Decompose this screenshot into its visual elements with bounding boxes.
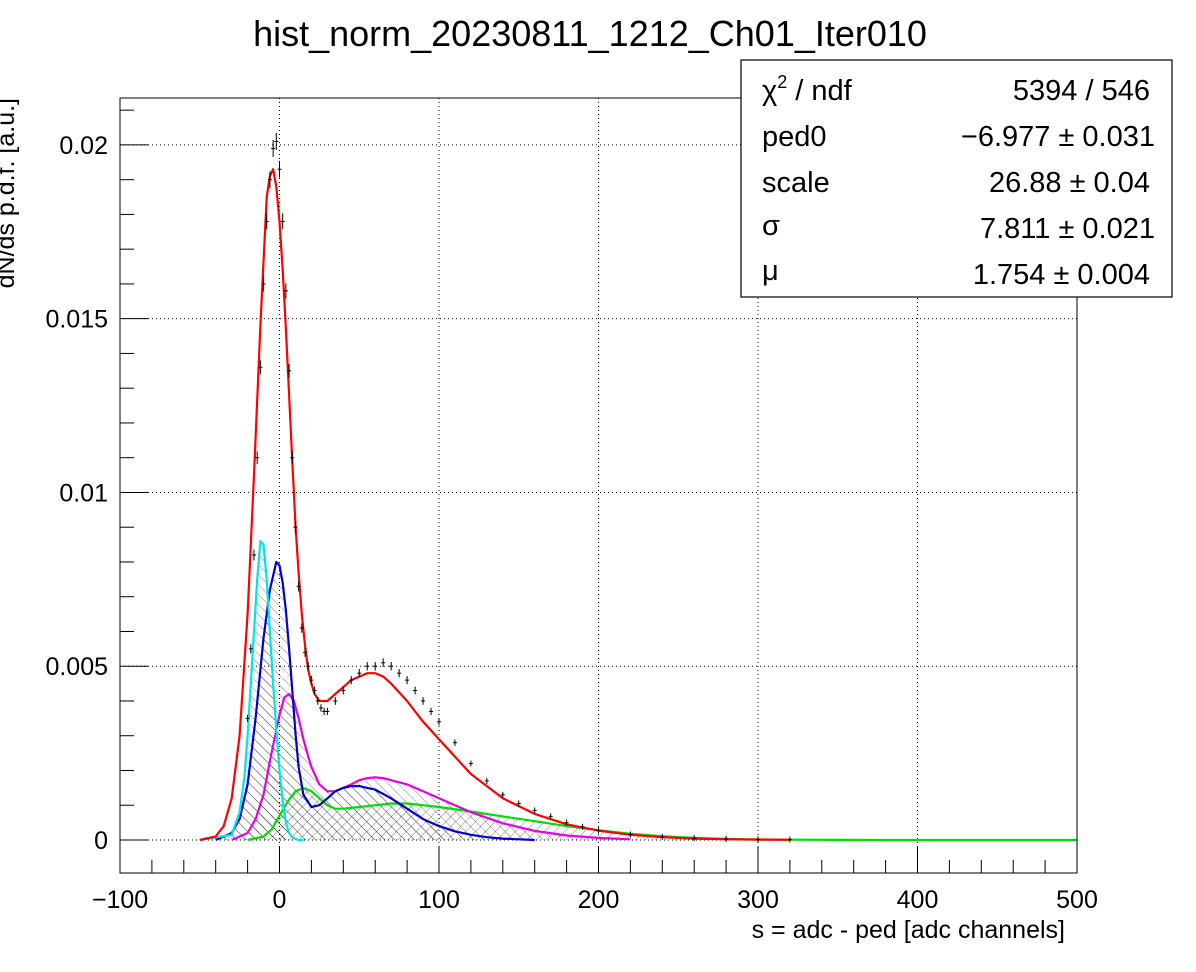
data-point — [413, 686, 418, 695]
data-point — [261, 276, 266, 292]
stats-row-scale-name: scale — [762, 167, 830, 199]
data-point — [267, 171, 272, 188]
data-point — [341, 686, 346, 695]
data-point — [596, 827, 601, 834]
x-tick-label: −100 — [92, 886, 148, 914]
data-point — [484, 777, 489, 784]
stats-row-sigma-name: σ — [762, 210, 780, 242]
data-point — [787, 836, 792, 843]
data-points — [245, 132, 792, 843]
data-point — [309, 676, 314, 685]
y-tick-label: 0.02 — [59, 132, 108, 160]
data-point — [365, 661, 370, 671]
data-point — [312, 686, 317, 695]
data-point — [290, 451, 295, 464]
data-point — [516, 800, 521, 807]
data-point — [283, 283, 288, 299]
data-point — [271, 139, 276, 157]
data-point — [429, 707, 434, 716]
x-tick-label: 500 — [1056, 886, 1098, 914]
data-point — [437, 718, 441, 726]
stats-row-sigma-value: 7.811 ± 0.021 — [980, 213, 1155, 245]
data-point — [532, 807, 537, 814]
series-line-0 — [199, 168, 790, 842]
data-point — [357, 669, 362, 678]
data-point — [325, 707, 330, 716]
data-point — [299, 623, 304, 633]
data-point — [293, 521, 298, 533]
y-tick-label: 0.01 — [59, 479, 108, 507]
data-point — [628, 831, 633, 838]
data-point — [280, 213, 285, 230]
data-point — [397, 669, 402, 678]
data-point — [500, 791, 505, 798]
component-fill-4 — [247, 787, 1077, 840]
stats-row-mu-name: μ — [762, 255, 779, 287]
series-line-1 — [199, 540, 304, 842]
stats-row-chi2-value: 5394 / 546 — [1013, 75, 1150, 107]
x-tick-label: 100 — [418, 886, 460, 914]
stats-row-chi2-symbol: χ — [762, 75, 777, 107]
data-point — [468, 760, 473, 767]
data-point — [318, 704, 323, 712]
y-axis-label: dN/ds p.d.f. [a.u.] — [0, 98, 20, 288]
data-point — [580, 823, 585, 830]
data-point — [258, 360, 263, 375]
data-point — [333, 697, 338, 705]
stats-row-ped0-name: ped0 — [762, 121, 827, 153]
data-point — [287, 363, 292, 378]
data-point — [756, 836, 760, 843]
stats-box: χ2 / ndf 5394 / 546 ped0 −6.977 ± 0.031 … — [740, 59, 1173, 298]
data-point — [724, 835, 729, 842]
stats-row-ped0-value: −6.977 ± 0.031 — [961, 121, 1155, 153]
stats-box-frame — [740, 59, 1173, 298]
x-tick-label: 400 — [897, 886, 939, 914]
data-point — [452, 739, 457, 746]
data-point — [277, 160, 282, 178]
data-point — [255, 451, 260, 464]
data-point — [296, 581, 301, 592]
stats-row-chi2-name: χ2 / ndf — [762, 72, 853, 107]
chart-title: hist_norm_20230811_1212_Ch01_Iter010 — [253, 13, 927, 54]
data-point — [548, 813, 553, 820]
component-fills — [199, 541, 1077, 840]
x-tick-label: 0 — [273, 886, 287, 914]
data-point — [274, 132, 279, 150]
data-point — [373, 661, 378, 671]
y-tick-label: 0.015 — [45, 306, 108, 334]
y-tick-label: 0.005 — [45, 653, 108, 681]
data-point — [306, 661, 311, 671]
data-point — [389, 661, 394, 671]
data-point — [381, 658, 386, 668]
x-axis-label: s = adc - ped [adc channels] — [752, 916, 1065, 944]
data-point — [251, 549, 256, 561]
data-point — [421, 697, 426, 705]
data-point — [405, 676, 410, 685]
y-tick-label: 0 — [94, 827, 108, 855]
x-tick-label: 300 — [737, 886, 779, 914]
data-point — [264, 213, 269, 230]
axes: −100 0 100 200 300 400 500 0 0.005 0.01 0.015 0.02 — [45, 109, 1098, 914]
data-point — [315, 697, 320, 705]
data-point — [303, 647, 308, 657]
stats-row-mu-value: 1.754 ± 0.004 — [973, 259, 1150, 291]
component-fill-3 — [231, 694, 631, 840]
stats-row-chi2-sup: 2 — [777, 72, 787, 92]
data-point — [349, 676, 354, 685]
data-point — [245, 714, 250, 722]
data-point — [692, 835, 697, 842]
data-point — [564, 819, 569, 826]
data-point — [248, 644, 253, 654]
stats-row-scale-value: 26.88 ± 0.04 — [989, 167, 1150, 199]
x-tick-label: 200 — [578, 886, 620, 914]
component-curves — [199, 168, 1077, 842]
data-point — [660, 833, 665, 840]
stats-row-chi2-tail: / ndf — [787, 75, 852, 107]
